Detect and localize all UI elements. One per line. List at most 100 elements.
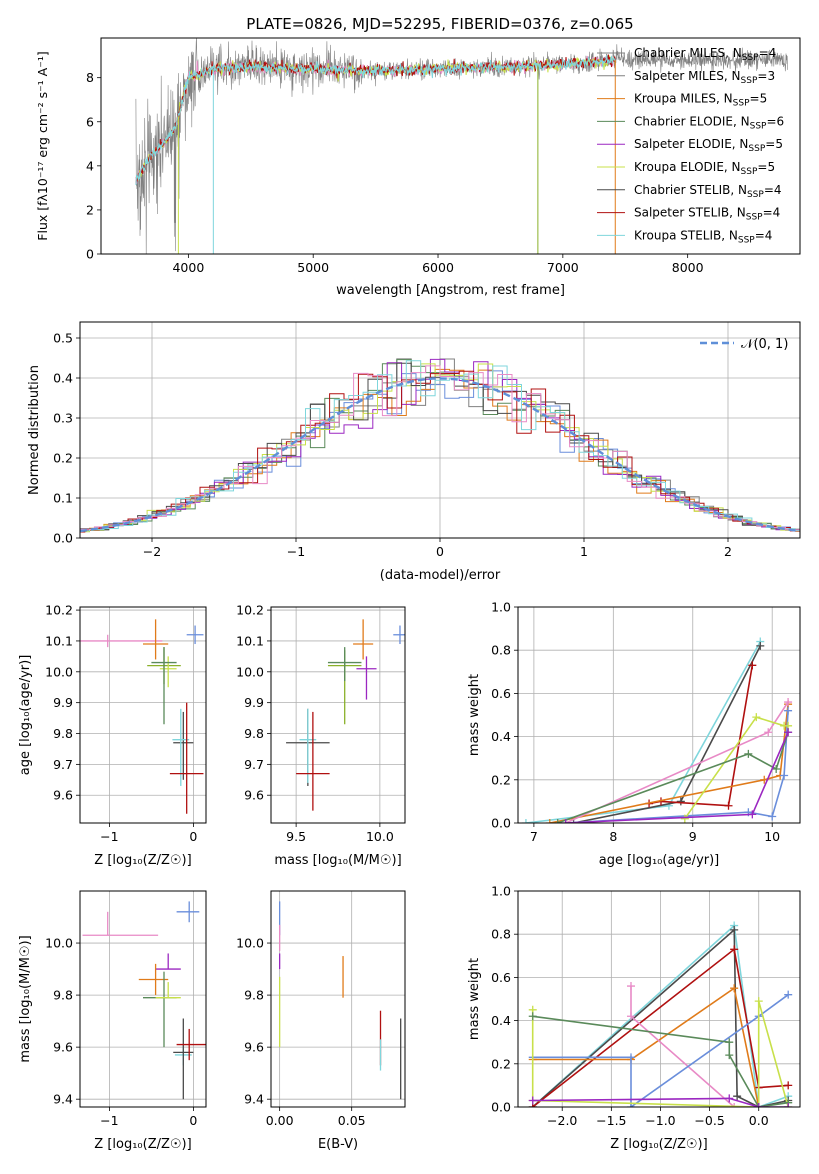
y-tick-label: 9.9 xyxy=(53,695,73,710)
y-tick-label: 0.4 xyxy=(491,1013,511,1028)
legend-subscript: SSP xyxy=(750,121,767,131)
legend-subscript: SSP xyxy=(746,213,763,223)
x-axis-label: mass [log₁₀(M/M☉)] xyxy=(274,853,401,868)
plot-area-mass_vs_EBV xyxy=(278,901,402,1100)
axes-frame xyxy=(100,37,801,255)
figure-title: PLATE=0826, MJD=52295, FIBERID=0376, z=0… xyxy=(246,15,633,33)
errorbar-point xyxy=(80,634,163,648)
y-tick-label: 0.8 xyxy=(491,643,511,658)
weight-point-marker xyxy=(772,765,781,773)
weight-point-marker xyxy=(730,1103,739,1107)
weight-point-marker xyxy=(725,1094,734,1103)
y-tick-label: 0.6 xyxy=(491,970,511,985)
x-tick-label: 1 xyxy=(580,544,588,559)
x-tick-label: 8000 xyxy=(672,260,704,275)
weight-point-marker xyxy=(626,1103,635,1107)
weight-point-marker xyxy=(626,982,635,991)
x-tick-label: −2.0 xyxy=(547,1113,577,1128)
legend-entry: Chabrier ELODIE, NSSP=6 xyxy=(634,114,784,131)
errorbar-point xyxy=(143,619,169,660)
weight-point-marker xyxy=(545,819,554,823)
weight-point-marker xyxy=(521,819,530,823)
x-tick-label: 0 xyxy=(189,1113,197,1128)
x-tick-label: 5000 xyxy=(297,260,329,275)
errorbar-point xyxy=(173,1018,194,1100)
x-tick-label: −0.5 xyxy=(694,1113,724,1128)
weight-point-marker xyxy=(784,698,793,707)
axes-age_vs_Z: −1 0 9.6 9.7 9.8 9.9 10.0 10.1 10.2 Z [log₁₀(Z/Z☉… xyxy=(18,603,207,868)
weight-point-marker xyxy=(626,1053,635,1062)
axes-age_vs_mass: 9.5 10.0 9.6 9.7 9.8 9.9 10.0 10.1 10.2 mass [log… xyxy=(236,603,406,868)
errorbar-point xyxy=(143,971,177,1048)
x-tick-label: 10 xyxy=(764,829,780,844)
y-tick-label: 0.2 xyxy=(491,1056,511,1071)
x-tick-label: 2 xyxy=(724,544,732,559)
x-axis-label: Z [log₁₀(Z/Z☉)] xyxy=(94,1137,191,1152)
weight-point-marker xyxy=(784,1103,793,1107)
y-tick-label: 9.4 xyxy=(53,1092,73,1107)
x-tick-label: 7 xyxy=(530,829,538,844)
x-axis-label: wavelength [Angstrom, rest frame] xyxy=(336,283,565,298)
axes-frame xyxy=(79,606,207,824)
y-tick-label: 10.0 xyxy=(236,936,264,951)
weight-point-marker xyxy=(528,1012,537,1021)
legend-entry: Salpeter STELIB, NSSP=4 xyxy=(634,206,780,223)
weight-point-marker xyxy=(754,997,763,1006)
legend-entry: Chabrier MILES, NSSP=4 xyxy=(634,46,776,63)
y-tick-label: 2 xyxy=(86,202,94,217)
y-tick-label: 9.8 xyxy=(53,726,73,741)
weight-point-marker xyxy=(764,728,773,737)
weight-point-marker xyxy=(561,819,570,823)
errorbar-point xyxy=(169,702,204,814)
y-tick-label: 0.8 xyxy=(491,927,511,942)
x-tick-label: −2 xyxy=(143,544,161,559)
legend-entry: Kroupa STELIB, NSSP=4 xyxy=(634,228,772,245)
y-axis-label: mass [log₁₀(M/M☉)] xyxy=(18,935,33,1062)
legend-subscript: SSP xyxy=(747,190,764,200)
model-spectrum-line xyxy=(135,55,616,186)
errorbar-point xyxy=(176,901,200,923)
y-tick-label: 10.1 xyxy=(236,633,264,648)
x-tick-label: 10.0 xyxy=(366,829,394,844)
x-axis-label: Z [log₁₀(Z/Z☉)] xyxy=(94,853,191,868)
y-tick-label: 10.2 xyxy=(236,603,264,618)
plot-area-age_vs_mass xyxy=(286,619,405,811)
errorbar-point xyxy=(186,625,204,645)
y-tick-label: 10.0 xyxy=(236,664,264,679)
axes-weight_vs_Z: −2.0 −1.5 −1.0 −0.5 0.0 0.0 0.2 0.4 0.6 0.8 1.0 Z [… xyxy=(467,884,801,1152)
x-tick-label: 0.00 xyxy=(266,1113,294,1128)
residual-histogram-step xyxy=(80,365,800,533)
y-tick-label: 9.8 xyxy=(244,988,264,1003)
weight-point-marker xyxy=(730,925,739,934)
y-tick-label: 0.1 xyxy=(53,491,73,506)
weight-series-line xyxy=(557,732,789,823)
legend-tail: =4 xyxy=(755,228,773,242)
x-tick-label: 0.0 xyxy=(749,1113,769,1128)
errorbar-point xyxy=(296,711,330,811)
x-tick-label: −1.5 xyxy=(596,1113,626,1128)
y-tick-label: 9.6 xyxy=(244,1040,264,1055)
x-axis-label: E(B-V) xyxy=(318,1137,358,1152)
x-tick-label: −1.0 xyxy=(645,1113,675,1128)
legend-subscript: SSP xyxy=(748,144,765,154)
weight-point-marker xyxy=(768,812,777,821)
y-tick-label: 0.4 xyxy=(53,371,73,386)
y-axis-label: Normed distribution xyxy=(27,365,42,495)
legend-tail: =5 xyxy=(765,137,783,151)
x-tick-label: 8 xyxy=(609,829,617,844)
y-tick-label: 9.4 xyxy=(244,1092,264,1107)
y-tick-label: 0.0 xyxy=(491,816,511,831)
legend-entry: Kroupa ELODIE, NSSP=5 xyxy=(634,160,775,177)
weight-series-line xyxy=(531,1000,789,1107)
y-tick-label: 9.6 xyxy=(53,1040,73,1055)
y-axis-label: mass weight xyxy=(467,674,482,756)
legend-tail: =3 xyxy=(757,69,775,83)
y-axis-label: age [log₁₀(age/yr)] xyxy=(18,655,33,776)
x-tick-label: 7000 xyxy=(547,260,579,275)
errorbar-point xyxy=(299,708,317,783)
errorbar-point xyxy=(353,619,374,660)
x-tick-label: 0 xyxy=(189,829,197,844)
weight-point-marker xyxy=(730,945,739,954)
